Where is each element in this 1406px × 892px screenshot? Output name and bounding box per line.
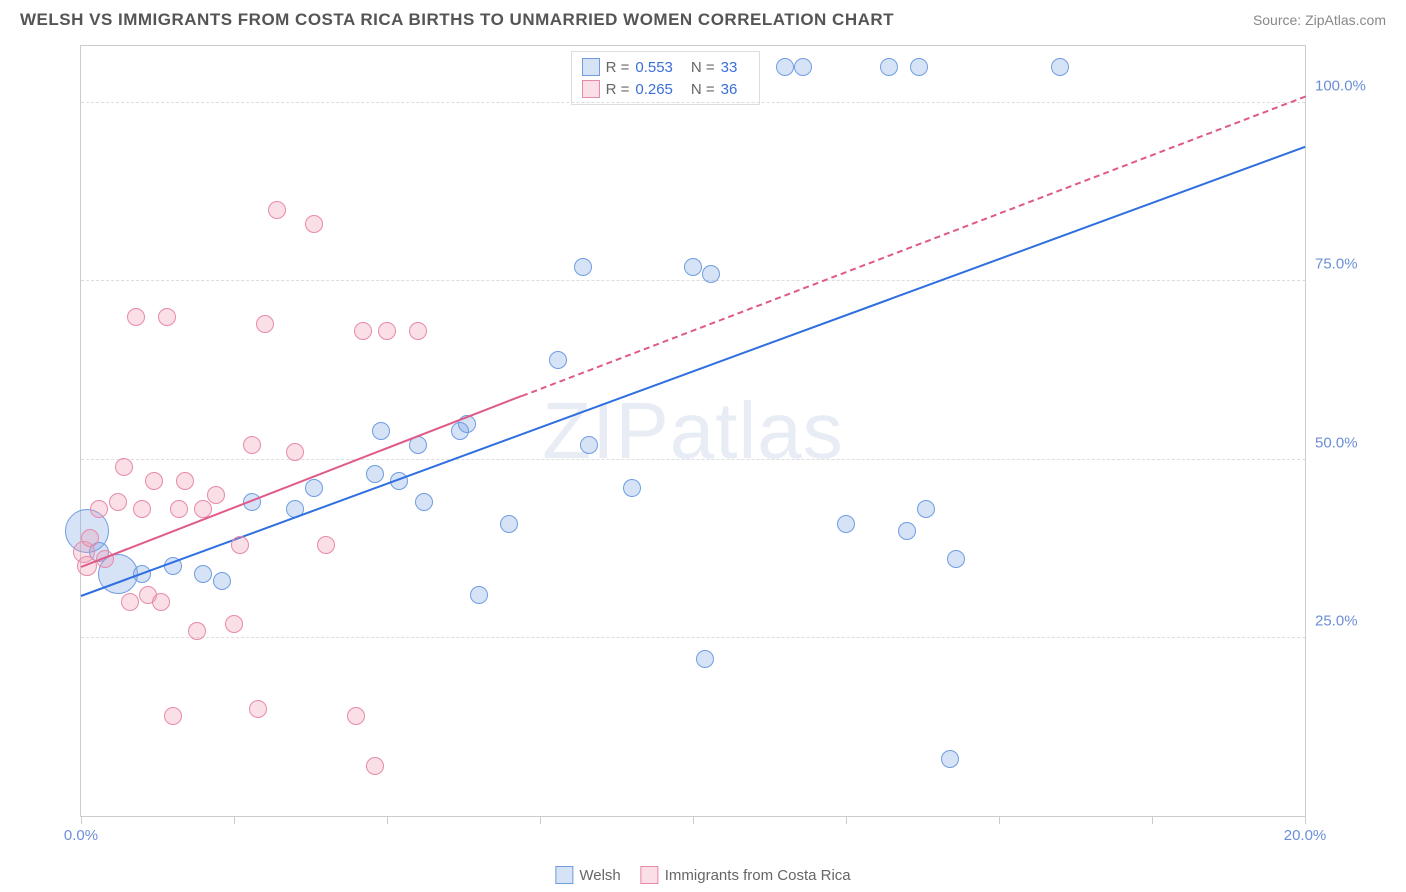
data-point <box>794 58 812 76</box>
data-point <box>702 265 720 283</box>
stat-row: R = 0.265 N = 36 <box>582 78 750 100</box>
gridline <box>81 102 1305 103</box>
stat-n-value: 36 <box>721 81 738 98</box>
data-point <box>549 351 567 369</box>
legend-item-welsh: Welsh <box>555 866 620 884</box>
data-point <box>366 465 384 483</box>
data-point <box>268 201 286 219</box>
data-point <box>910 58 928 76</box>
data-point <box>415 493 433 511</box>
data-point <box>696 650 714 668</box>
plot-area: ZIPatlas R =0.553N =33R =0.265N =36 25.0… <box>80 45 1306 817</box>
stat-swatch-icon <box>582 58 600 76</box>
x-tick-label: 20.0% <box>1284 827 1327 844</box>
data-point <box>121 593 139 611</box>
data-point <box>837 515 855 533</box>
data-point <box>243 436 261 454</box>
y-tick-label: 100.0% <box>1315 78 1375 95</box>
stat-r-label: R = <box>606 81 630 98</box>
x-tick <box>846 816 847 824</box>
data-point <box>941 750 959 768</box>
data-point <box>109 493 127 511</box>
x-tick <box>1152 816 1153 824</box>
data-point <box>1051 58 1069 76</box>
data-point <box>133 500 151 518</box>
data-point <box>170 500 188 518</box>
data-point <box>898 522 916 540</box>
data-point <box>145 472 163 490</box>
data-point <box>188 622 206 640</box>
stat-r-value: 0.265 <box>635 81 673 98</box>
data-point <box>115 458 133 476</box>
gridline <box>81 459 1305 460</box>
gridline <box>81 637 1305 638</box>
data-point <box>880 58 898 76</box>
data-point <box>231 536 249 554</box>
stat-r-value: 0.553 <box>635 59 673 76</box>
data-point <box>158 308 176 326</box>
data-point <box>409 322 427 340</box>
data-point <box>623 479 641 497</box>
stat-n-label: N = <box>691 59 715 76</box>
legend-item-costa-rica: Immigrants from Costa Rica <box>641 866 851 884</box>
x-tick-label: 0.0% <box>64 827 98 844</box>
chart-area: ZIPatlas R = 0.553 N = 33 R = 0.265 N = 36 25.0… <box>50 45 1386 847</box>
stat-swatch-icon <box>582 80 600 98</box>
data-point <box>152 593 170 611</box>
data-point <box>574 258 592 276</box>
data-point <box>378 322 396 340</box>
data-point <box>305 479 323 497</box>
trend-line-dashed <box>521 96 1305 397</box>
data-point <box>164 707 182 725</box>
data-point <box>347 707 365 725</box>
data-point <box>225 615 243 633</box>
data-point <box>947 550 965 568</box>
data-point <box>305 215 323 233</box>
bottom-legend: Welsh Immigrants from Costa Rica <box>555 866 850 884</box>
stat-n-label: N = <box>691 81 715 98</box>
chart-header: WELSH VS IMMIGRANTS FROM COSTA RICA BIRT… <box>0 0 1406 35</box>
stats-box: R = 0.553 N = 33 R = 0.265 N = 36 <box>571 51 761 105</box>
data-point <box>194 565 212 583</box>
chart-title: WELSH VS IMMIGRANTS FROM COSTA RICA BIRT… <box>20 10 894 30</box>
data-point <box>372 422 390 440</box>
data-point <box>213 572 231 590</box>
stat-row: R = 0.553 N = 33 <box>582 56 750 78</box>
data-point <box>317 536 335 554</box>
data-point <box>127 308 145 326</box>
x-tick <box>1305 816 1306 824</box>
legend-swatch-icon <box>641 866 659 884</box>
data-point <box>354 322 372 340</box>
data-point <box>580 436 598 454</box>
data-point <box>500 515 518 533</box>
data-point <box>470 586 488 604</box>
chart-source: Source: ZipAtlas.com <box>1253 12 1386 28</box>
legend-swatch-icon <box>555 866 573 884</box>
y-tick-label: 25.0% <box>1315 612 1375 629</box>
data-point <box>776 58 794 76</box>
x-tick <box>234 816 235 824</box>
data-point <box>366 757 384 775</box>
x-tick <box>81 816 82 824</box>
x-tick <box>387 816 388 824</box>
data-point <box>917 500 935 518</box>
x-tick <box>999 816 1000 824</box>
data-point <box>256 315 274 333</box>
watermark: ZIPatlas <box>542 385 843 477</box>
stat-n-value: 33 <box>721 59 738 76</box>
data-point <box>81 529 99 547</box>
x-tick <box>693 816 694 824</box>
data-point <box>90 500 108 518</box>
gridline <box>81 280 1305 281</box>
data-point <box>207 486 225 504</box>
data-point <box>249 700 267 718</box>
data-point <box>176 472 194 490</box>
y-tick-label: 75.0% <box>1315 256 1375 273</box>
trend-line <box>81 146 1306 597</box>
x-tick <box>540 816 541 824</box>
data-point <box>286 443 304 461</box>
y-tick-label: 50.0% <box>1315 434 1375 451</box>
data-point <box>684 258 702 276</box>
stat-r-label: R = <box>606 59 630 76</box>
